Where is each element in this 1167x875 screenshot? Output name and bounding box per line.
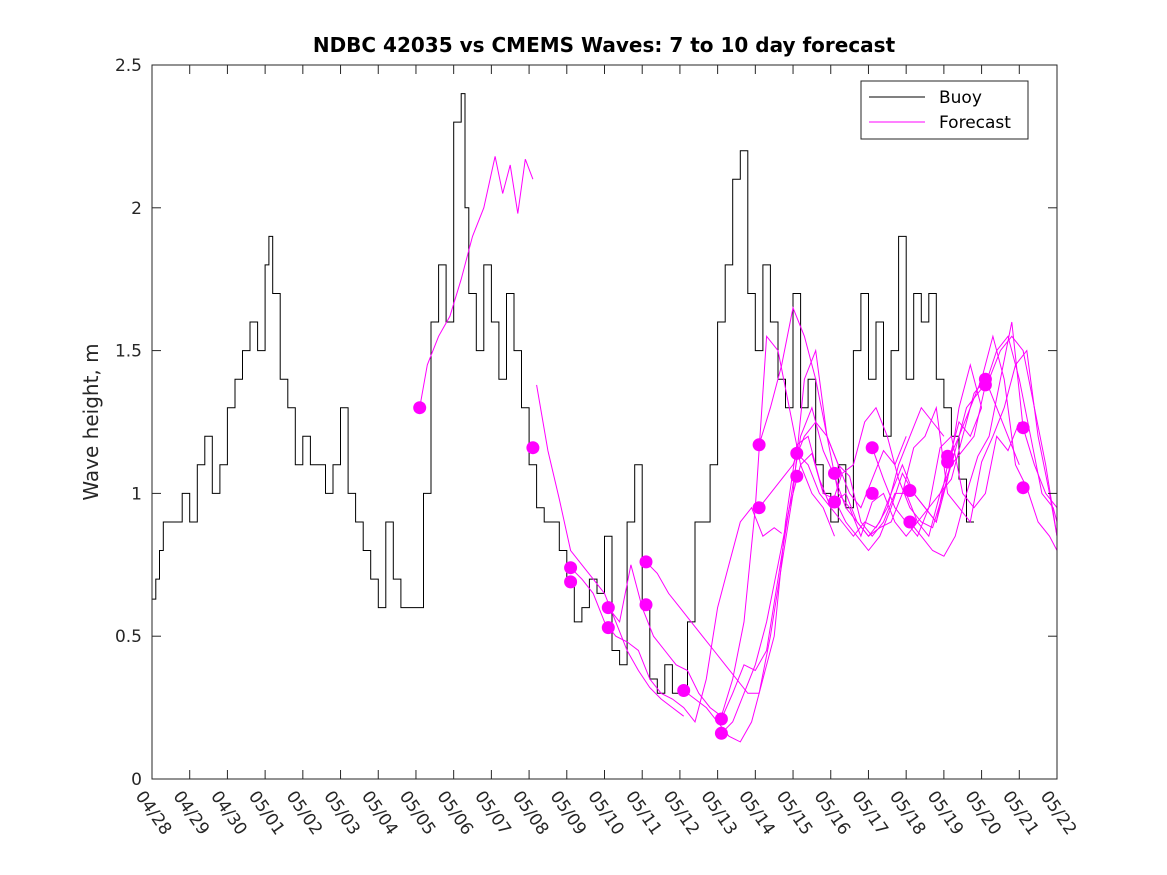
- legend-label-buoy: Buoy: [939, 88, 982, 108]
- forecast-series-line: [721, 407, 983, 734]
- forecast-start-marker: [526, 441, 540, 455]
- y-tick-label: 1.5: [115, 342, 142, 362]
- y-tick-label: 2: [131, 199, 142, 219]
- forecast-start-marker: [601, 621, 615, 635]
- forecast-start-marker: [865, 486, 879, 500]
- forecast-start-marker: [714, 712, 728, 726]
- forecast-series-line: [645, 348, 907, 694]
- forecast-start-marker: [1016, 421, 1030, 435]
- forecast-start-marker: [978, 378, 992, 392]
- forecast-start-marker: [903, 515, 917, 529]
- chart-title: NDBC 42035 vs CMEMS Waves: 7 to 10 day f…: [313, 33, 896, 57]
- forecast-start-marker: [564, 575, 578, 589]
- forecast-start-marker: [790, 446, 804, 460]
- forecast-series-line: [909, 321, 1057, 557]
- forecast-start-marker: [601, 601, 615, 615]
- forecast-start-marker: [752, 438, 766, 452]
- forecast-start-marker: [752, 501, 766, 515]
- forecast-start-marker: [790, 469, 804, 483]
- y-axis-label: Wave height, m: [79, 343, 103, 500]
- forecast-start-marker: [865, 441, 879, 455]
- forecast-start-marker: [714, 726, 728, 740]
- forecast-start-marker: [639, 598, 653, 612]
- y-tick-label: 1: [131, 484, 142, 504]
- forecast-series-line: [947, 334, 1057, 551]
- forecast-series-line: [419, 156, 534, 408]
- legend: Buoy Forecast: [860, 80, 1029, 140]
- legend-label-forecast: Forecast: [939, 113, 1011, 133]
- forecast-start-marker: [413, 401, 427, 415]
- forecast-start-marker: [1016, 481, 1030, 495]
- legend-box: [860, 80, 1029, 140]
- forecast-series-line: [834, 349, 1057, 537]
- forecast-start-marker: [903, 484, 917, 497]
- forecast-start-marker: [828, 466, 841, 480]
- y-tick-label: 2.5: [115, 56, 142, 76]
- forecast-start-marker: [941, 455, 955, 469]
- forecast-series-line: [758, 378, 1020, 538]
- forecast-start-marker: [639, 555, 653, 569]
- forecast-start-marker: [677, 684, 691, 697]
- forecast-start-marker: [828, 495, 841, 509]
- y-tick-label: 0.5: [115, 627, 142, 647]
- buoy-series-line: [152, 93, 974, 694]
- y-tick-label: 0: [131, 770, 142, 790]
- forecast-start-marker: [564, 561, 578, 575]
